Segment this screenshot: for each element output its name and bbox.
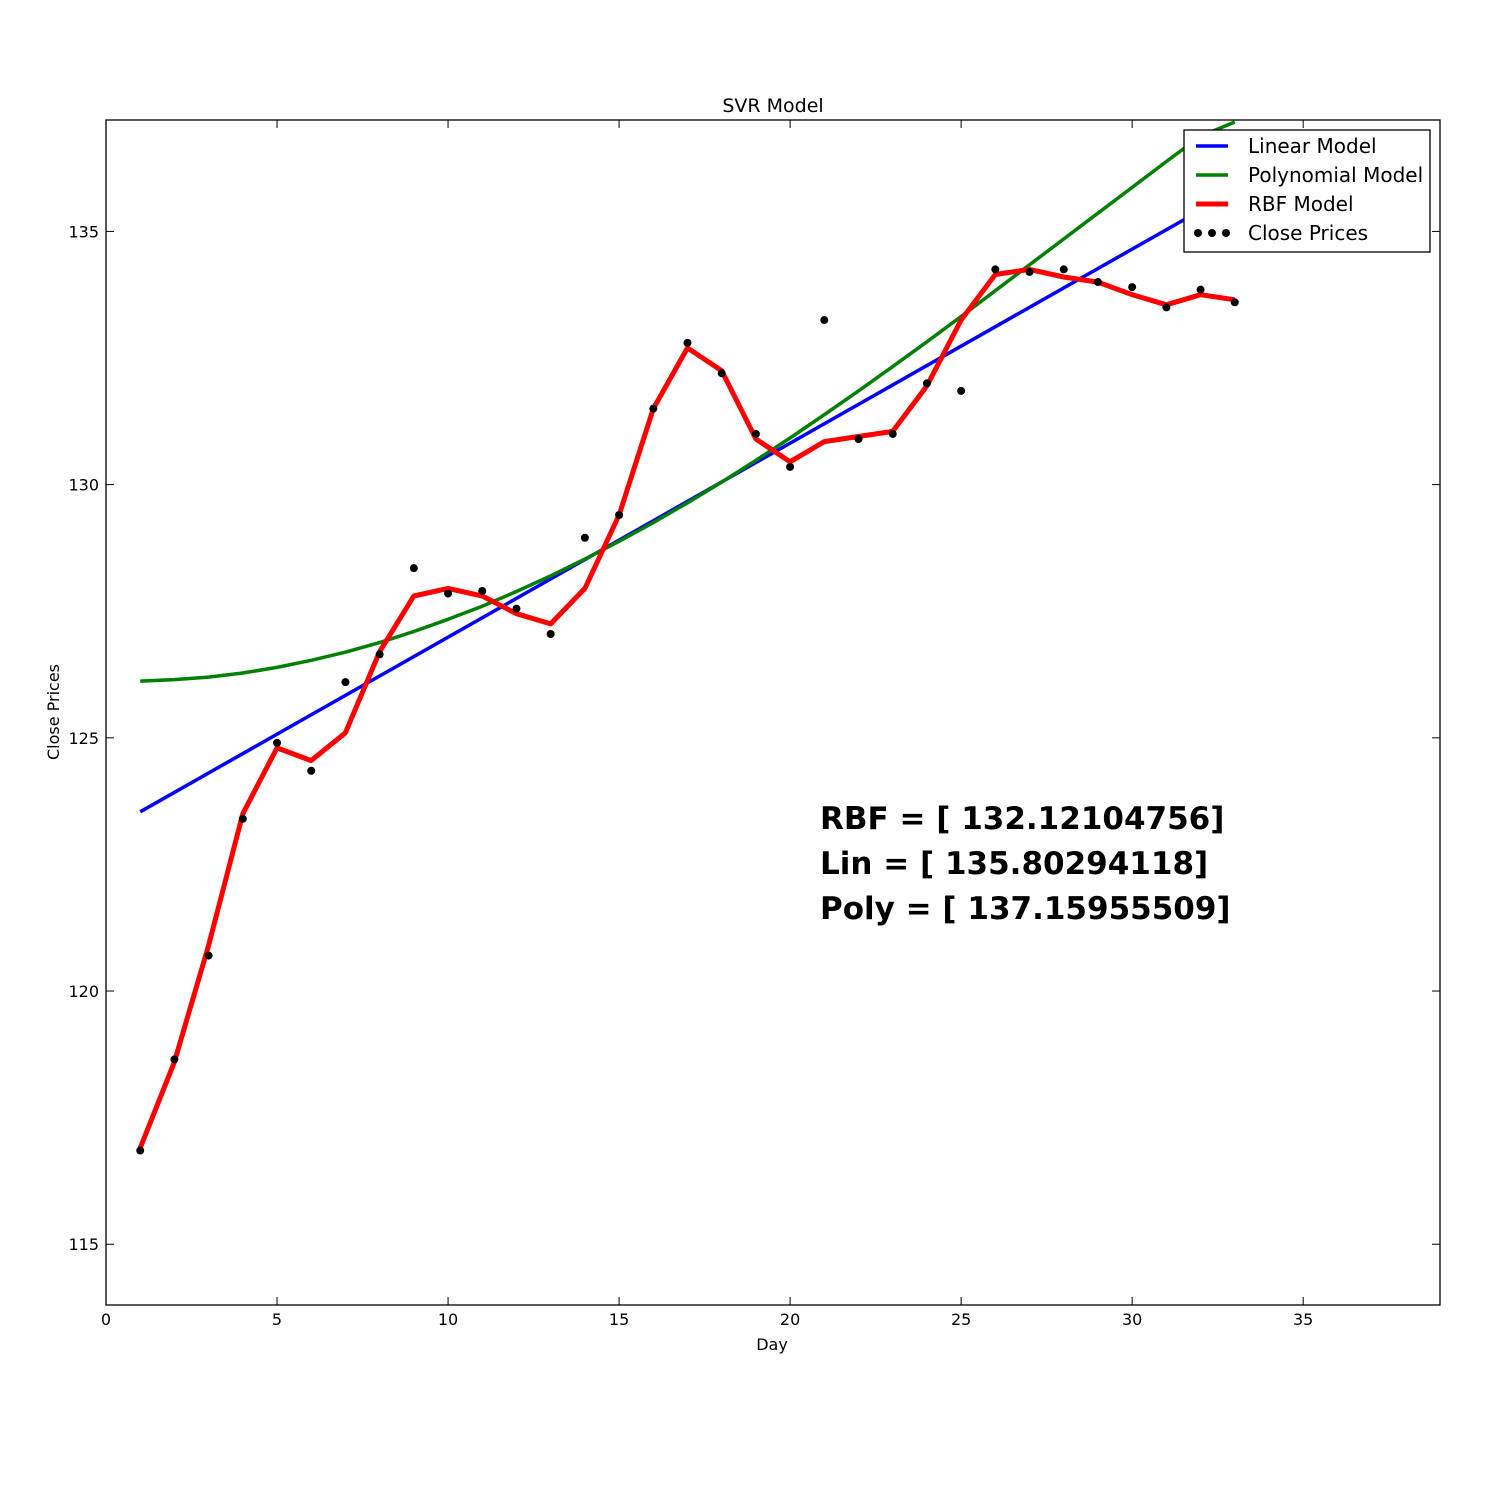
legend-swatch-close-prices bbox=[1208, 229, 1216, 237]
close-price-point bbox=[820, 316, 829, 325]
close-price-point bbox=[1230, 298, 1239, 307]
close-price-point bbox=[136, 1146, 145, 1155]
y-axis-title: Close Prices bbox=[44, 664, 63, 760]
close-price-point bbox=[888, 429, 897, 438]
x-tick-label: 30 bbox=[1122, 1310, 1142, 1329]
close-price-point bbox=[170, 1055, 179, 1064]
y-tick-label: 130 bbox=[68, 476, 99, 495]
legend-label-close-prices: Close Prices bbox=[1248, 221, 1368, 245]
x-tick-label: 15 bbox=[609, 1310, 629, 1329]
legend-label-polynomial-model: Polynomial Model bbox=[1248, 163, 1423, 187]
close-price-point bbox=[683, 338, 692, 347]
close-price-point bbox=[1059, 265, 1068, 274]
legend-label-linear-model: Linear Model bbox=[1248, 134, 1377, 158]
close-price-point bbox=[717, 369, 726, 378]
annotation-block: RBF = [ 132.12104756] Lin = [ 135.8029411… bbox=[820, 801, 1231, 927]
x-tick-label: 35 bbox=[1293, 1310, 1313, 1329]
close-price-point bbox=[409, 564, 418, 573]
close-price-point bbox=[546, 630, 555, 639]
close-price-point bbox=[238, 814, 247, 823]
x-axis-title: Day bbox=[756, 1335, 788, 1354]
close-price-point bbox=[957, 386, 966, 395]
y-tick-label: 115 bbox=[68, 1235, 99, 1254]
series-layer bbox=[136, 120, 1239, 1155]
close-price-point bbox=[1025, 267, 1034, 276]
close-price-point bbox=[751, 429, 760, 438]
legend-label-rbf-model: RBF Model bbox=[1248, 192, 1354, 216]
close-price-point bbox=[580, 533, 589, 542]
close-price-point bbox=[649, 404, 658, 413]
close-price-point bbox=[512, 604, 521, 613]
y-tick-label: 120 bbox=[68, 982, 99, 1001]
legend-swatch-close-prices bbox=[1194, 229, 1202, 237]
annotation-line: Poly = [ 137.15955509] bbox=[820, 891, 1231, 927]
annotation-line: RBF = [ 132.12104756] bbox=[820, 801, 1224, 837]
close-price-point bbox=[1128, 283, 1137, 292]
close-price-point bbox=[478, 586, 487, 595]
x-tick-label: 10 bbox=[438, 1310, 458, 1329]
close-price-point bbox=[444, 589, 453, 598]
close-price-point bbox=[615, 511, 624, 519]
annotation-line: Lin = [ 135.80294118] bbox=[820, 846, 1208, 882]
chart-title: SVR Model bbox=[722, 95, 823, 117]
close-prices-points bbox=[136, 265, 1239, 1155]
close-price-point bbox=[922, 379, 931, 388]
rbf-model-line bbox=[137, 266, 1236, 1149]
close-price-point bbox=[991, 265, 1000, 274]
close-price-point bbox=[1093, 278, 1102, 287]
close-price-point bbox=[375, 650, 384, 659]
close-price-point bbox=[1196, 285, 1205, 294]
x-tick-label: 5 bbox=[272, 1310, 282, 1329]
close-price-point bbox=[1162, 303, 1171, 312]
close-price-point bbox=[204, 951, 213, 960]
x-tick-label: 0 bbox=[101, 1310, 111, 1329]
legend-swatch-close-prices bbox=[1222, 229, 1230, 237]
polynomial-model-line bbox=[140, 120, 1236, 683]
close-price-point bbox=[341, 678, 350, 687]
y-tick-label: 135 bbox=[68, 222, 99, 241]
x-tick-label: 25 bbox=[951, 1310, 971, 1329]
plot-area bbox=[106, 120, 1440, 1305]
close-price-point bbox=[273, 738, 282, 747]
close-price-point bbox=[854, 435, 863, 444]
close-price-point bbox=[307, 766, 316, 775]
ticks-layer: 0 5 10 15 20 25 30 35 115 120 125 130 135 bbox=[68, 120, 1440, 1329]
plot-frame bbox=[105, 119, 1441, 1306]
close-price-point bbox=[786, 462, 795, 471]
legend: Linear Model Polynomial Model RBF Model Clo… bbox=[1183, 129, 1431, 253]
x-tick-label: 20 bbox=[780, 1310, 800, 1329]
y-tick-label: 125 bbox=[68, 729, 99, 748]
